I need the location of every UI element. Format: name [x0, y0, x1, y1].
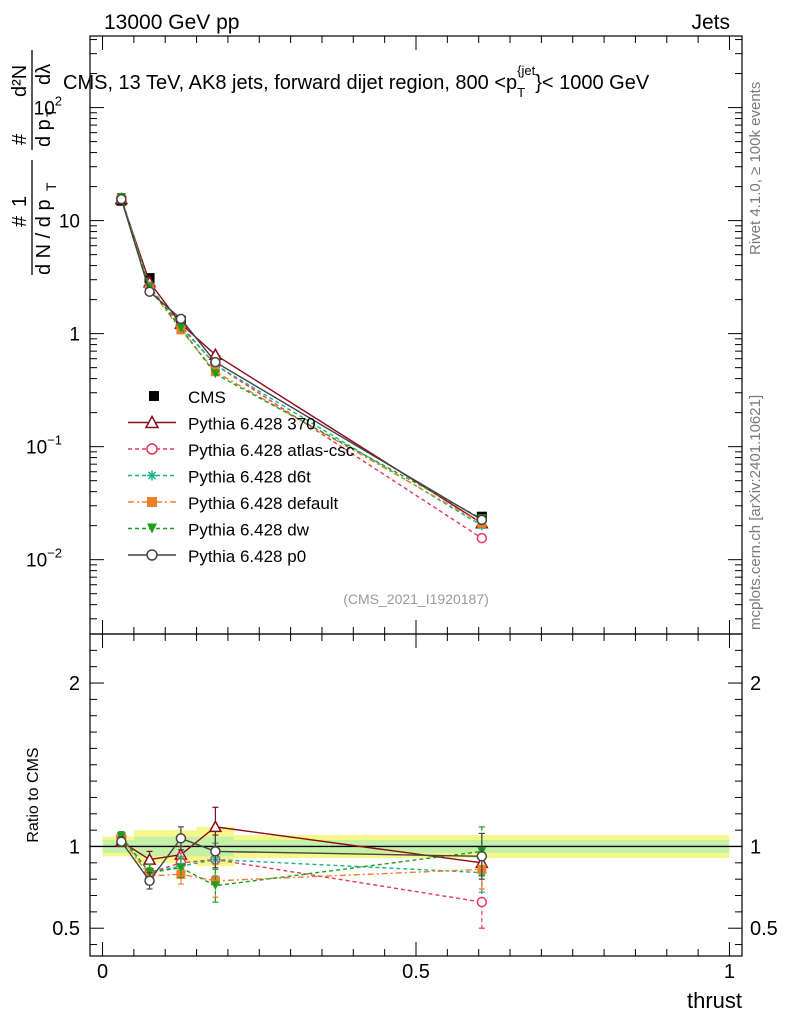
ratio-series-point	[176, 863, 186, 873]
upper-y-tick-label-base: 1	[69, 325, 80, 346]
ratio-series-point	[210, 846, 221, 857]
upper-series-point	[210, 369, 220, 379]
upper-series-point	[116, 193, 127, 205]
lower-y-tick-label-right: 0.5	[750, 918, 778, 940]
chart-title: CMS, 13 TeV, AK8 jets, forward dijet reg…	[63, 63, 650, 100]
x-tick-label: 1	[724, 961, 735, 983]
upper-y-tick-label-base: 10	[34, 99, 55, 120]
upper-ylabel-d2n: d²N	[9, 65, 31, 97]
upper-series-point	[176, 323, 186, 333]
ratio-series-point	[144, 875, 155, 887]
legend-item: Pythia 6.428 dw	[128, 521, 310, 540]
upper-y-tick-label-sup: −1	[47, 433, 62, 448]
upper-series-point	[144, 286, 155, 297]
series-2	[116, 193, 487, 893]
upper-ylabel-num: #	[9, 215, 31, 227]
ratio-series-point	[210, 876, 220, 886]
legend-item: Pythia 6.428 d6t	[128, 468, 311, 487]
x-axis-label: thrust	[687, 988, 742, 1013]
legend-marker	[144, 414, 160, 429]
mcplots-label: mcplots.cern.ch [arXiv:2401.10621]	[747, 395, 764, 630]
ratio-series-point	[210, 881, 220, 891]
legend-marker	[149, 391, 159, 401]
legend-item: Pythia 6.428 atlas-csc	[128, 441, 355, 460]
legend-item: Pythia 6.428 p0	[128, 547, 306, 566]
upper-y-tick-label-base: 10	[59, 212, 80, 233]
upper-y-tick-label: 10−2	[26, 546, 62, 572]
upper-ylabel-den-sub: T	[43, 182, 59, 191]
upper-ylabel-den2-sub: T	[43, 108, 59, 117]
lower-y-tick-label-right: 2	[750, 673, 761, 695]
legend-label: Pythia 6.428 p0	[188, 547, 306, 566]
chart-title-sup: {jet	[517, 63, 535, 78]
ratio-series-point	[476, 851, 488, 862]
lower-y-tick-label-left: 0.5	[52, 918, 80, 940]
upper-ylabel-num2: #	[9, 133, 31, 145]
series-3	[116, 193, 487, 898]
legend-marker	[147, 523, 157, 534]
upper-ylabel-den2: d p	[33, 119, 55, 147]
upper-series-point	[476, 532, 488, 544]
upper-series-point	[210, 356, 221, 368]
upper-ylabel-den: d N / d p	[33, 199, 55, 275]
legend-label: Pythia 6.428 atlas-csc	[188, 441, 355, 460]
upper-ylabel-one: 1	[9, 196, 31, 207]
ratio-series-point	[116, 836, 127, 847]
upper-y-tick-label-base: 10	[26, 551, 47, 572]
ratio-series-line	[120, 837, 482, 882]
legend-label: Pythia 6.428 dw	[188, 521, 310, 540]
x-tick-label: 0.5	[402, 961, 430, 983]
legend-marker	[147, 497, 157, 507]
ratio-series-point	[208, 819, 223, 833]
legend: CMS Pythia 6.428 370 Pythia 6.428 atlas-cs…	[128, 388, 355, 566]
upper-y-tick-label: 10	[59, 212, 80, 233]
lower-y-tick-label-left: 1	[69, 836, 80, 858]
legend-label: Pythia 6.428 370	[188, 415, 316, 434]
ratio-series-point	[476, 896, 488, 908]
legend-label: Pythia 6.428 default	[188, 494, 339, 513]
chart-title-end: }< 1000 GeV	[535, 72, 650, 94]
header-right: Jets	[691, 11, 730, 34]
upper-ylabel-dl: dλ	[33, 64, 55, 85]
legend-marker	[146, 443, 158, 455]
upper-y-tick-label-sup: −2	[47, 546, 62, 561]
legend-marker	[146, 549, 158, 561]
legend-item: Pythia 6.428 default	[128, 494, 339, 513]
star-stroke	[147, 471, 157, 480]
upper-series-point	[476, 514, 488, 526]
analysis-tag: (CMS_2021_I1920187)	[343, 591, 489, 607]
legend-item: Pythia 6.428 370	[128, 415, 316, 434]
legend-label: Pythia 6.428 d6t	[188, 468, 311, 487]
legend-marker	[147, 470, 157, 481]
series-group	[114, 192, 489, 929]
legend-label: CMS	[188, 388, 226, 407]
header-left: 13000 GeV pp	[104, 11, 239, 34]
upper-y-tick-label: 102	[34, 94, 62, 120]
upper-y-tick-label: 1	[69, 325, 80, 346]
series-5	[116, 193, 488, 890]
x-tick-label: 0	[97, 961, 108, 983]
chart-title-text: CMS, 13 TeV, AK8 jets, forward dijet reg…	[63, 72, 517, 94]
upper-ylabel: # 1 d N / d p T # d²N d p T dλ	[9, 50, 59, 275]
upper-y-tick-label-sup: 2	[55, 94, 62, 109]
upper-series-point	[175, 313, 187, 325]
lower-y-tick-label-right: 1	[750, 836, 761, 858]
lower-y-tick-label-left: 2	[69, 673, 80, 695]
ratio-series-point	[175, 833, 187, 844]
upper-y-tick-label: 10−1	[26, 433, 62, 459]
upper-y-tick-label-base: 10	[26, 438, 47, 459]
chart-title-sub: T	[517, 85, 525, 100]
lower-frame	[89, 633, 743, 957]
legend-item-cms: CMS	[149, 388, 226, 407]
rivet-label: Rivet 4.1.0, ≥ 100k events	[747, 82, 764, 255]
upper-series-line	[120, 197, 483, 520]
lower-ylabel: Ratio to CMS	[25, 747, 42, 842]
